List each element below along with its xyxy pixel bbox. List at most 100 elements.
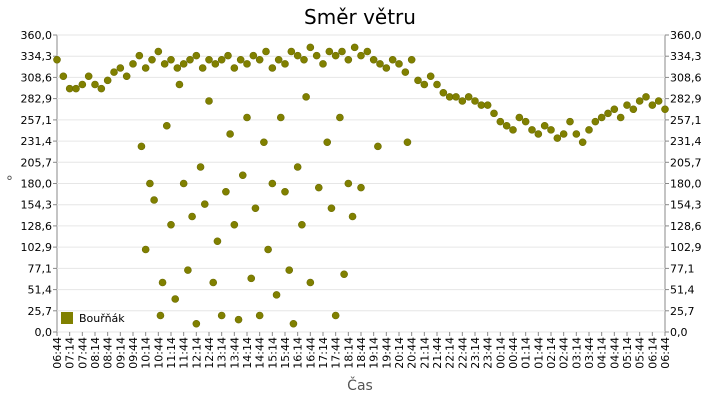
- point: [327, 204, 336, 213]
- point: [230, 64, 239, 72]
- x-tick-label: 06:44: [51, 337, 64, 369]
- point: [509, 126, 517, 134]
- x-tick-label: 19:14: [368, 337, 381, 369]
- point: [116, 64, 125, 72]
- point: [281, 60, 289, 68]
- x-tick-label: 16:14: [292, 337, 305, 369]
- y2-tick-label: 51,4: [670, 284, 695, 297]
- y2-tick-label: 25,7: [670, 305, 695, 318]
- point: [302, 93, 310, 101]
- point: [217, 55, 226, 64]
- point: [414, 76, 422, 85]
- point: [146, 179, 154, 188]
- legend-swatch: [61, 312, 73, 324]
- point: [110, 68, 118, 76]
- x-tick-label: 09:44: [127, 337, 140, 369]
- y2-tick-label: 360,0: [670, 29, 702, 42]
- point: [325, 47, 334, 56]
- point: [154, 47, 163, 56]
- point: [135, 51, 144, 60]
- y-axis-label: °: [6, 174, 13, 190]
- y-tick-label: 0,0: [35, 326, 53, 339]
- x-tick-label: 08:14: [89, 337, 102, 369]
- point: [597, 113, 606, 122]
- x-tick-label: 22:14: [444, 337, 457, 369]
- point: [314, 183, 323, 192]
- point: [230, 220, 239, 229]
- point: [72, 84, 80, 93]
- x-tick-label: 19:44: [380, 337, 393, 369]
- point: [654, 97, 663, 105]
- point: [293, 163, 302, 171]
- x-tick-label: 02:14: [545, 337, 558, 369]
- point: [319, 60, 327, 68]
- x-tick-label: 08:44: [102, 337, 115, 369]
- point: [604, 109, 612, 118]
- x-tick-label: 06:14: [646, 337, 659, 369]
- point: [162, 121, 171, 130]
- y-tick-label: 25,7: [28, 305, 53, 318]
- point: [323, 138, 332, 147]
- point: [160, 60, 169, 68]
- y-tick-label: 102,9: [21, 241, 53, 254]
- point: [407, 55, 416, 64]
- point: [205, 97, 213, 105]
- point: [148, 55, 156, 64]
- x-tick-label: 22:44: [456, 337, 469, 369]
- point: [209, 278, 218, 287]
- point: [211, 60, 220, 68]
- point: [439, 88, 448, 97]
- point: [340, 270, 348, 279]
- x-tick-label: 06:44: [659, 337, 672, 369]
- point: [338, 47, 346, 56]
- x-tick-label: 00:44: [507, 337, 520, 369]
- x-tick-label: 02:44: [558, 337, 571, 369]
- x-tick-label: 12:14: [190, 337, 203, 369]
- point: [217, 311, 226, 320]
- point: [534, 130, 543, 138]
- point: [578, 138, 587, 147]
- point: [616, 113, 625, 122]
- point: [426, 72, 435, 81]
- point: [515, 113, 524, 122]
- x-tick-label: 03:44: [583, 337, 596, 369]
- point: [260, 138, 268, 147]
- y2-tick-label: 102,9: [670, 241, 702, 254]
- point: [395, 60, 403, 68]
- point: [363, 47, 372, 56]
- point: [401, 68, 410, 76]
- y-tick-label: 334,3: [21, 50, 53, 63]
- point: [236, 55, 245, 64]
- y-tick-label: 360,0: [21, 29, 53, 42]
- y2-tick-label: 334,3: [670, 50, 702, 63]
- point: [285, 266, 294, 274]
- point: [272, 291, 281, 299]
- point: [268, 64, 277, 72]
- point: [382, 64, 391, 72]
- point: [171, 295, 180, 303]
- x-tick-label: 18:44: [355, 337, 368, 369]
- point: [198, 64, 207, 72]
- x-tick-label: 14:44: [254, 337, 267, 369]
- point: [281, 187, 289, 196]
- y2-tick-label: 154,3: [670, 199, 702, 212]
- point: [483, 101, 492, 109]
- point: [289, 319, 298, 328]
- point: [306, 278, 315, 287]
- x-tick-label: 20:44: [406, 337, 419, 369]
- y2-tick-label: 308,6: [670, 71, 702, 84]
- point: [357, 183, 365, 192]
- x-tick-label: 01:14: [520, 337, 533, 369]
- point: [490, 109, 498, 118]
- point: [274, 55, 283, 64]
- point: [464, 93, 473, 101]
- point: [403, 138, 412, 147]
- point: [388, 55, 397, 64]
- point: [528, 126, 536, 134]
- x-tick-label: 10:14: [140, 337, 153, 369]
- point: [357, 51, 365, 60]
- point: [306, 43, 315, 52]
- point: [167, 220, 175, 229]
- x-tick-label: 10:44: [152, 337, 165, 369]
